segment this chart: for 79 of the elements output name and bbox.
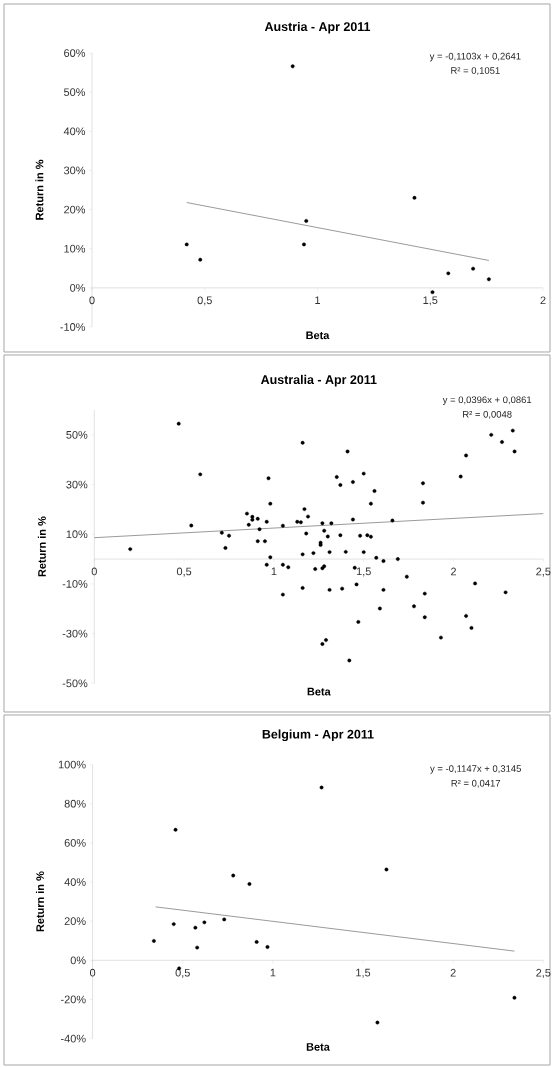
x-tick-label: 0	[89, 968, 96, 977]
y-tick-label: -50%	[62, 679, 88, 688]
y-axis-title: Return in %	[35, 159, 44, 220]
text: y = 0,0396x + 0,0861	[442, 396, 532, 405]
x-tick-label: 0,5	[197, 296, 212, 306]
annotation: R² = 0,0048	[463, 411, 512, 419]
x-tick-label: 1	[270, 968, 276, 977]
point	[304, 219, 309, 223]
y-tick-label: 10%	[64, 244, 86, 253]
y-tick-label: 60%	[64, 49, 86, 57]
y-tick-label: -10%	[60, 323, 86, 331]
y-tick-label: -40%	[60, 1034, 86, 1043]
point	[198, 257, 203, 262]
x-tick-label: 0	[89, 296, 95, 305]
point	[222, 917, 227, 922]
annotation: y = -0,1147x + 0,3145	[430, 765, 521, 774]
point	[430, 290, 435, 295]
point	[375, 1020, 380, 1025]
y-tick-label: 80%	[64, 799, 86, 808]
point	[247, 882, 252, 886]
chart-title: Belgium - Apr 2011	[262, 729, 374, 742]
point	[486, 277, 491, 282]
point	[193, 925, 198, 930]
y-tick-label: 10%	[66, 530, 88, 539]
annotation: y = -0,1103x + 0,2641	[429, 52, 521, 62]
y-tick-label: -20%	[60, 995, 86, 1004]
y-tick-label: 50%	[63, 88, 86, 97]
x-tick-label: 2	[450, 968, 456, 977]
y-axis-title: Return in %	[37, 516, 46, 577]
x-tick-label: 2	[451, 567, 456, 576]
point	[384, 867, 389, 872]
y-tick-label: 0%	[70, 283, 86, 292]
point	[290, 64, 295, 69]
y-tick-label: 30%	[66, 480, 88, 489]
x-axis-title: Beta	[306, 331, 330, 340]
x-tick-label: 2,5	[536, 567, 551, 577]
x-tick-label: 2,5	[536, 968, 551, 978]
y-tick-label: 30%	[63, 166, 86, 175]
point	[173, 827, 178, 832]
x-tick-label: 1,5	[423, 296, 438, 306]
y-tick-label: 20%	[64, 917, 86, 926]
x-tick-label: 2	[540, 296, 546, 305]
y-tick-label: 50%	[66, 430, 88, 439]
point	[152, 939, 156, 943]
point	[412, 195, 417, 200]
point	[512, 995, 517, 1000]
y-tick-label: 60%	[64, 839, 86, 847]
x-tick-label: 0,5	[176, 567, 192, 577]
point	[184, 242, 189, 247]
point	[319, 785, 324, 790]
x-tick-label: 1,5	[356, 968, 371, 978]
y-tick-label: -10%	[62, 580, 88, 588]
x-axis-title: Beta	[307, 687, 331, 696]
x-tick-label: 0,5	[175, 968, 190, 978]
y-axis-title: Return in %	[35, 871, 45, 932]
y-tick-label: 20%	[64, 205, 86, 214]
annotation: R² = 0,1051	[451, 67, 500, 75]
point	[195, 945, 200, 950]
point	[446, 271, 451, 276]
y-tick-label: 100%	[58, 760, 86, 769]
y-tick-label: 40%	[64, 878, 86, 886]
point	[265, 945, 270, 949]
x-tick-label: 1,5	[356, 567, 371, 577]
point	[471, 266, 475, 271]
x-tick-label: 1	[271, 567, 277, 576]
x-axis-title: Beta	[306, 1043, 330, 1051]
y-tick-label: -30%	[62, 629, 88, 638]
point	[171, 922, 176, 926]
x-tick-label: 0	[91, 567, 97, 576]
point	[231, 873, 236, 878]
point	[202, 920, 207, 925]
y-tick-label: 0%	[70, 956, 86, 965]
chart-title: Austria - Apr 2011	[264, 21, 371, 34]
x-tick-label: 1	[315, 296, 321, 304]
point	[302, 242, 306, 247]
annotation: R² = 0,0417	[451, 779, 501, 788]
y-tick-label: 40%	[63, 127, 86, 136]
point	[254, 940, 259, 944]
chart-title: Australia - Apr 2011	[260, 374, 377, 387]
